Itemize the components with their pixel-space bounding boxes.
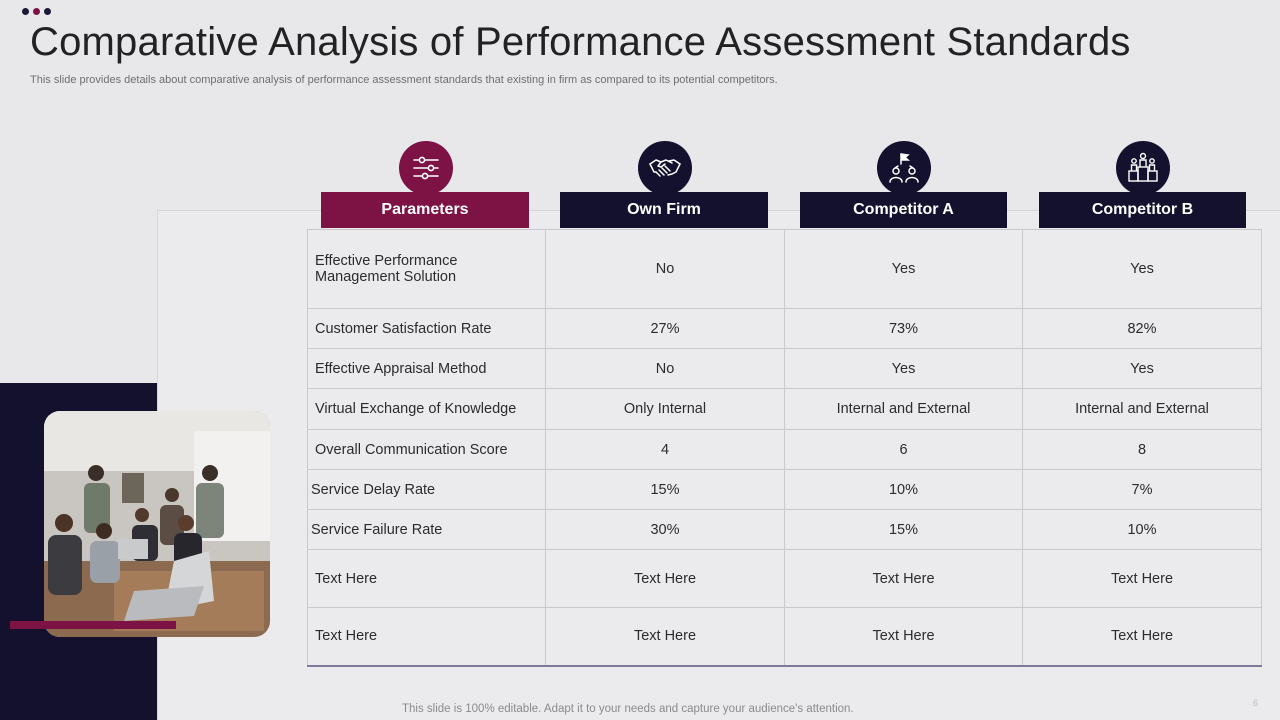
competitor-a-cell: Text Here [784, 549, 1023, 608]
dot-icon [44, 8, 51, 15]
own-firm-cell: Only Internal [545, 388, 785, 430]
sliders-icon [399, 141, 453, 195]
column-header-competitor-a: Competitor A [800, 192, 1007, 228]
parameter-cell: Overall Communication Score [307, 429, 546, 470]
own-firm-cell: Text Here [545, 607, 785, 666]
competitor-b-cell: 7% [1022, 469, 1262, 510]
competitor-b-cell: Yes [1022, 229, 1262, 309]
parameter-cell: Virtual Exchange of Knowledge [307, 388, 546, 430]
competitor-a-cell: 10% [784, 469, 1023, 510]
table-row: Text Here Text Here Text Here Text Here [307, 607, 1262, 666]
competitor-a-cell: Yes [784, 229, 1023, 309]
column-header-competitor-b: Competitor B [1039, 192, 1246, 228]
parameter-cell: Service Delay Rate [307, 469, 546, 510]
table-row: Customer Satisfaction Rate 27% 73% 82% [307, 308, 1262, 349]
own-firm-cell: Text Here [545, 549, 785, 608]
parameter-cell: Effective Performance Management Solutio… [307, 229, 546, 309]
competitor-b-cell: Yes [1022, 348, 1262, 389]
column-header-own-firm: Own Firm [560, 192, 768, 228]
footer-note: This slide is 100% editable. Adapt it to… [402, 703, 854, 715]
podium-people-icon [1116, 141, 1170, 195]
parameter-cell: Service Failure Rate [307, 509, 546, 550]
team-meeting-photo [44, 411, 270, 637]
table-row: Text Here Text Here Text Here Text Here [307, 549, 1262, 608]
table-row: Service Delay Rate 15% 10% 7% [307, 469, 1262, 510]
table-row: Overall Communication Score 4 6 8 [307, 429, 1262, 470]
own-firm-cell: No [545, 229, 785, 309]
competitor-a-cell: Yes [784, 348, 1023, 389]
parameter-cell: Text Here [307, 607, 546, 666]
parameter-cell: Customer Satisfaction Rate [307, 308, 546, 349]
competitor-a-cell: 73% [784, 308, 1023, 349]
menu-dots-icon [22, 8, 51, 15]
own-firm-cell: 27% [545, 308, 785, 349]
comparison-table: Effective Performance Management Solutio… [307, 229, 1262, 667]
own-firm-cell: 30% [545, 509, 785, 550]
handshake-icon [638, 141, 692, 195]
team-flag-icon [877, 141, 931, 195]
page-subtitle: This slide provides details about compar… [30, 74, 778, 86]
parameter-cell: Text Here [307, 549, 546, 608]
table-row: Effective Performance Management Solutio… [307, 229, 1262, 309]
competitor-b-cell: Text Here [1022, 549, 1262, 608]
table-row: Virtual Exchange of Knowledge Only Inter… [307, 388, 1262, 430]
competitor-b-cell: 10% [1022, 509, 1262, 550]
table-row: Effective Appraisal Method No Yes Yes [307, 348, 1262, 389]
parameter-cell: Effective Appraisal Method [307, 348, 546, 389]
own-firm-cell: No [545, 348, 785, 389]
page-title: Comparative Analysis of Performance Asse… [30, 20, 1131, 64]
competitor-a-cell: Text Here [784, 607, 1023, 666]
table-row: Service Failure Rate 30% 15% 10% [307, 509, 1262, 550]
own-firm-cell: 15% [545, 469, 785, 510]
competitor-b-cell: Internal and External [1022, 388, 1262, 430]
accent-bar [10, 621, 176, 629]
competitor-b-cell: 8 [1022, 429, 1262, 470]
column-header-parameters: Parameters [321, 192, 529, 228]
competitor-a-cell: 6 [784, 429, 1023, 470]
page-number: 6 [1253, 698, 1259, 708]
competitor-b-cell: 82% [1022, 308, 1262, 349]
competitor-a-cell: 15% [784, 509, 1023, 550]
dot-icon [22, 8, 29, 15]
dot-icon [33, 8, 40, 15]
competitor-b-cell: Text Here [1022, 607, 1262, 666]
own-firm-cell: 4 [545, 429, 785, 470]
competitor-a-cell: Internal and External [784, 388, 1023, 430]
